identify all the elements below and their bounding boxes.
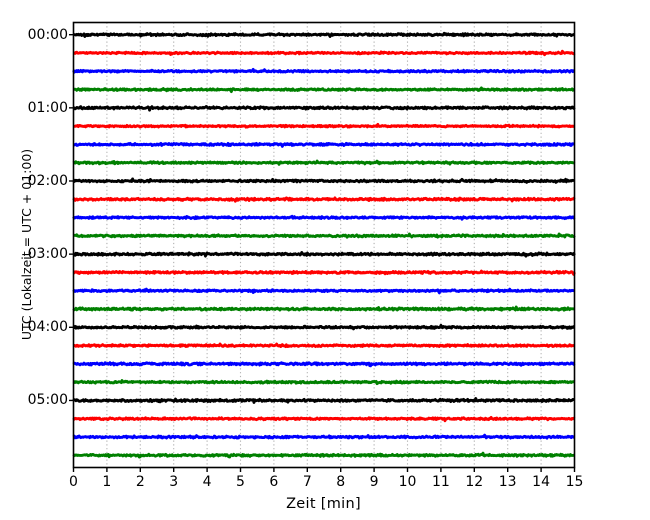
- x-tick-label: 11: [431, 474, 450, 490]
- trace-0000: [72, 31, 576, 38]
- x-axis-label: Zeit [min]: [286, 496, 361, 512]
- trace-0315: [72, 269, 576, 276]
- y-tick-label: 03:00: [27, 246, 68, 263]
- trace-0115: [72, 122, 576, 129]
- x-tick-label: 13: [498, 474, 517, 490]
- y-tick-label: 00:00: [27, 26, 68, 43]
- x-tick-label: 1: [102, 474, 112, 490]
- x-tick-label: 5: [236, 474, 245, 490]
- trace-0300: [72, 251, 576, 258]
- y-tick-label: 05:00: [27, 392, 68, 409]
- trace-0215: [72, 196, 576, 203]
- trace-0130: [72, 141, 576, 148]
- x-tick-label: 4: [202, 474, 212, 490]
- x-tick-label: 6: [269, 474, 279, 490]
- trace-0545: [72, 451, 576, 459]
- trace-0330: [72, 287, 576, 295]
- x-tick-label: 0: [69, 474, 78, 490]
- trace-0515: [72, 415, 576, 423]
- trace-0245: [72, 232, 576, 239]
- x-tick-label: 8: [336, 474, 346, 490]
- x-tick-label: 9: [369, 474, 379, 490]
- trace-0500: [72, 397, 576, 404]
- trace-0030: [72, 67, 576, 74]
- x-tick-label: 10: [398, 474, 417, 490]
- x-axis-tick-labels: 0 1 2 3 4 5 6 7 8 9 10 11 12 13 14 15: [0, 474, 650, 494]
- trace-0045: [72, 86, 576, 94]
- trace-0345: [72, 305, 576, 312]
- trace-0415: [72, 342, 576, 349]
- trace-0430: [72, 361, 576, 368]
- y-tick-label: 04:00: [27, 319, 68, 336]
- trace-0200: [72, 177, 576, 184]
- trace-0145: [72, 159, 576, 166]
- x-tick-label: 3: [169, 474, 179, 490]
- trace-0445: [72, 379, 576, 386]
- trace-0230: [72, 214, 576, 221]
- trace-0015: [72, 49, 576, 57]
- x-tick-label: 7: [302, 474, 312, 490]
- x-tick-label: 15: [565, 474, 584, 490]
- trace-group: [72, 31, 576, 459]
- y-tick-label: 01:00: [27, 99, 68, 116]
- y-axis-tick-labels: 00:00 01:00 02:00 03:00 04:00 05:00: [10, 0, 68, 520]
- x-tick-label: 14: [532, 474, 550, 490]
- trace-0100: [72, 105, 576, 112]
- x-tick-label: 2: [135, 474, 145, 490]
- trace-0400: [72, 323, 576, 331]
- y-tick-label: 02:00: [27, 172, 68, 189]
- trace-0530: [72, 433, 576, 440]
- x-tick-label: 12: [465, 474, 484, 490]
- axes-frame: [72, 21, 576, 469]
